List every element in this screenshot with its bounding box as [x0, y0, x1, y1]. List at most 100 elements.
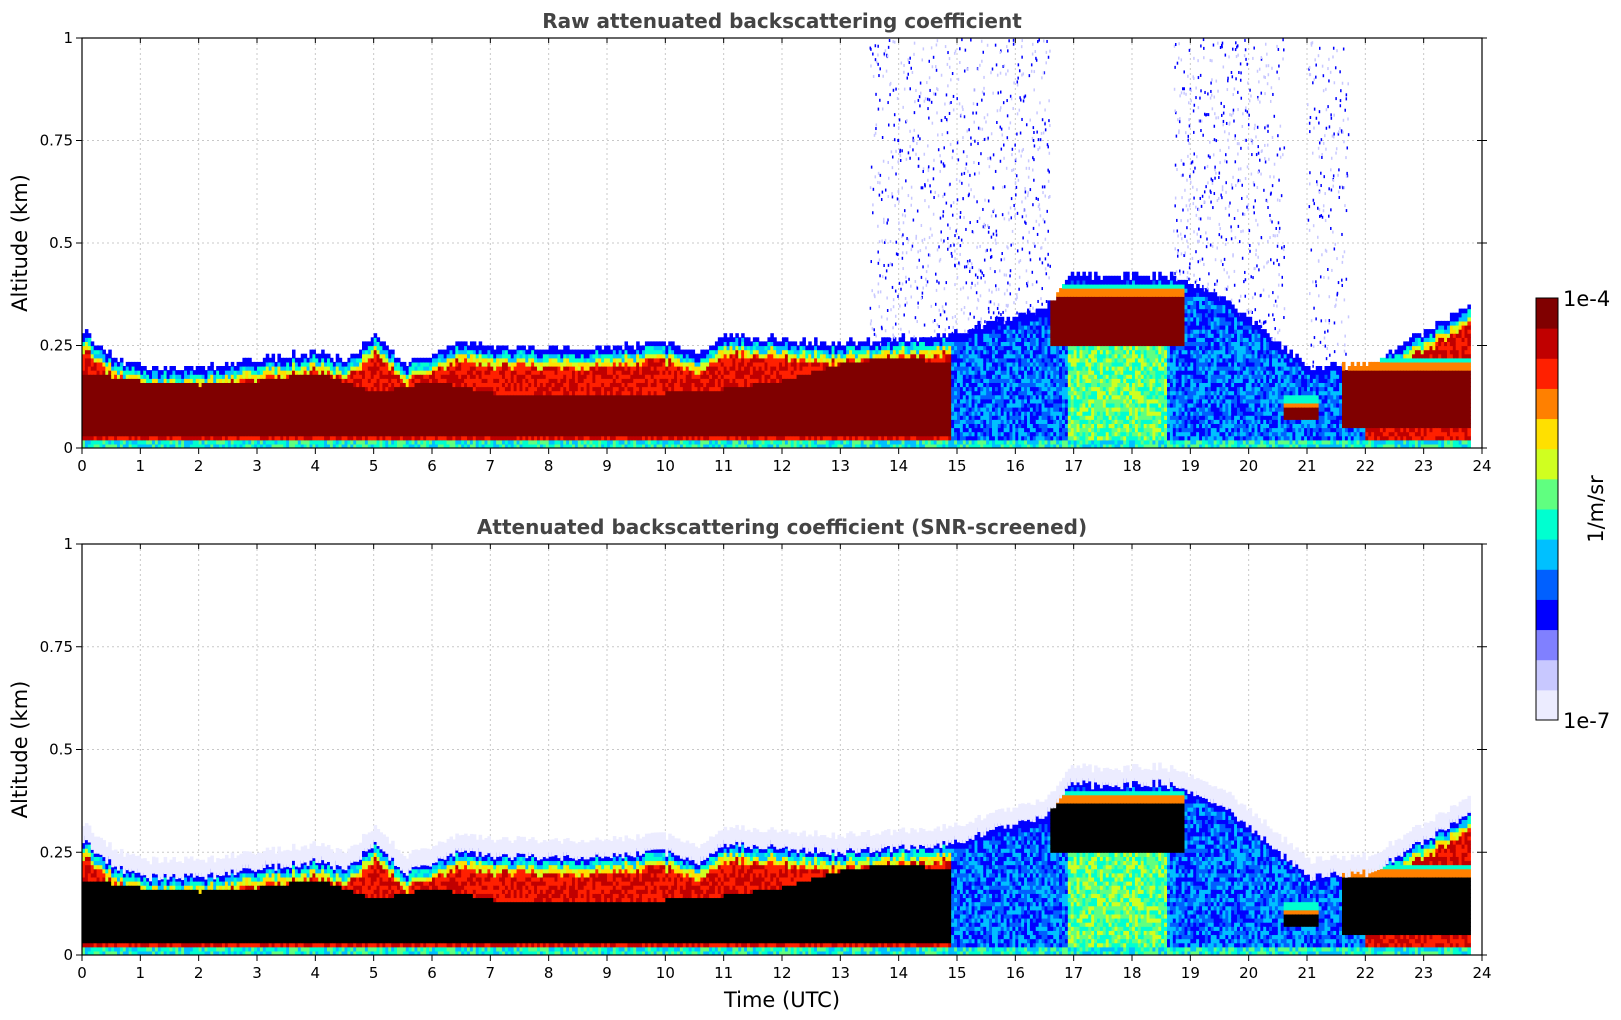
colorbar-segment	[1536, 622, 1558, 631]
x-tick-label: 10	[656, 457, 675, 475]
y-tick-label: 1	[63, 535, 73, 553]
x-tick-label: 15	[947, 964, 966, 982]
y-tick-label: 0	[63, 439, 73, 457]
x-tick-label: 11	[714, 964, 733, 982]
colorbar-segment	[1536, 644, 1558, 653]
x-tick-label: 18	[1122, 457, 1141, 475]
x-axis-label: Time (UTC)	[723, 988, 840, 1012]
colorbar-segment	[1536, 501, 1558, 510]
x-tick-label: 0	[77, 457, 87, 475]
colorbar-segment	[1536, 403, 1558, 412]
x-tick-label: 15	[947, 457, 966, 475]
colorbar-segment	[1536, 395, 1558, 404]
colorbar-segment	[1536, 328, 1558, 337]
colorbar-segment	[1536, 486, 1558, 495]
colorbar-segment	[1536, 561, 1558, 570]
x-tick-label: 21	[1297, 457, 1316, 475]
x-tick-label: 22	[1356, 964, 1375, 982]
colorbar-label: 1/m/sr	[1584, 475, 1608, 543]
x-tick-label: 20	[1239, 964, 1258, 982]
colorbar-segment	[1536, 343, 1558, 352]
x-tick-label: 19	[1181, 457, 1200, 475]
colorbar-segment	[1536, 426, 1558, 435]
x-tick-label: 5	[369, 964, 379, 982]
panel-2: 0 1 2 3 4 5 6 7 8 9 10 11 12 13 14 15 16 17 18 19 20 21 22 23 24…	[8, 515, 1492, 1012]
colorbar-segment	[1536, 629, 1558, 638]
colorbar-segment	[1536, 411, 1558, 420]
colorbar-segment	[1536, 674, 1558, 683]
colorbar-segment	[1536, 433, 1558, 442]
y-tick-label: 0.25	[40, 337, 73, 355]
x-tick-label: 13	[831, 964, 850, 982]
x-tick-label: 9	[602, 457, 612, 475]
x-tick-label: 4	[311, 964, 321, 982]
colorbar-segment	[1536, 493, 1558, 502]
colorbar: 1e-4 1e-7 1/m/sr	[1535, 287, 1610, 733]
colorbar-segment	[1536, 350, 1558, 359]
colorbar-min-label: 1e-7	[1563, 709, 1610, 733]
x-tick-label: 7	[486, 964, 496, 982]
y-tick-label: 0.75	[40, 132, 73, 150]
colorbar-segment	[1536, 509, 1558, 518]
colorbar-segment	[1536, 576, 1558, 585]
x-tick-label: 5	[369, 457, 379, 475]
panel-title: Attenuated backscattering coefficient (S…	[477, 515, 1087, 539]
panel-title: Raw attenuated backscattering coefficien…	[542, 9, 1022, 33]
y-tick-label: 0	[63, 946, 73, 964]
x-tick-label: 10	[656, 964, 675, 982]
x-tick-label: 14	[889, 457, 908, 475]
y-tick-label: 0.5	[49, 234, 73, 252]
x-tick-label: 21	[1297, 964, 1316, 982]
x-tick-label: 14	[889, 964, 908, 982]
colorbar-segment	[1536, 388, 1558, 397]
y-tick-label: 0.75	[40, 638, 73, 656]
colorbar-segment	[1536, 652, 1558, 661]
colorbar-segment	[1536, 599, 1558, 608]
colorbar-segment	[1536, 591, 1558, 600]
colorbar-segment	[1536, 305, 1558, 314]
y-axis-label: Altitude (km)	[8, 681, 32, 819]
x-tick-label: 17	[1064, 457, 1083, 475]
panel-1: 0 1 2 3 4 5 6 7 8 9 10 11 12 13 14 15 16 17 18 19 20 21 22 23 24…	[8, 9, 1492, 475]
colorbar-segment	[1536, 704, 1558, 713]
x-tick-label: 12	[772, 457, 791, 475]
colorbar-segment	[1536, 313, 1558, 322]
colorbar-segment	[1536, 456, 1558, 465]
colorbar-segment	[1536, 606, 1558, 615]
y-tick-label: 1	[63, 29, 73, 47]
colorbar-segment	[1536, 712, 1558, 721]
x-tick-label: 16	[1006, 964, 1025, 982]
heatmap-cells	[82, 38, 1471, 448]
colorbar-max-label: 1e-4	[1563, 287, 1610, 311]
colorbar-segment	[1536, 471, 1558, 480]
x-tick-label: 23	[1414, 964, 1433, 982]
x-tick-label: 24	[1472, 457, 1491, 475]
colorbar-segment	[1536, 659, 1558, 668]
x-tick-label: 12	[772, 964, 791, 982]
y-tick-label: 0.5	[49, 741, 73, 759]
colorbar-segment	[1536, 539, 1558, 548]
y-axis-label: Altitude (km)	[8, 174, 32, 312]
x-tick-label: 1	[136, 964, 146, 982]
x-tick-label: 18	[1122, 964, 1141, 982]
x-tick-label: 8	[544, 964, 554, 982]
x-tick-label: 17	[1064, 964, 1083, 982]
colorbar-segment	[1536, 569, 1558, 578]
x-tick-label: 2	[194, 964, 204, 982]
x-tick-label: 23	[1414, 457, 1433, 475]
colorbar-segment	[1536, 614, 1558, 623]
colorbar-segment	[1536, 320, 1558, 329]
colorbar-segment	[1536, 448, 1558, 457]
colorbar-segment	[1536, 637, 1558, 646]
x-tick-label: 13	[831, 457, 850, 475]
x-tick-label: 0	[77, 964, 87, 982]
x-tick-label: 2	[194, 457, 204, 475]
colorbar-segment	[1536, 697, 1558, 706]
colorbar-segment	[1536, 441, 1558, 450]
x-tick-label: 22	[1356, 457, 1375, 475]
x-tick-label: 1	[136, 457, 146, 475]
y-tick-label: 0.25	[40, 843, 73, 861]
x-tick-label: 3	[252, 964, 262, 982]
colorbar-segment	[1536, 298, 1558, 307]
